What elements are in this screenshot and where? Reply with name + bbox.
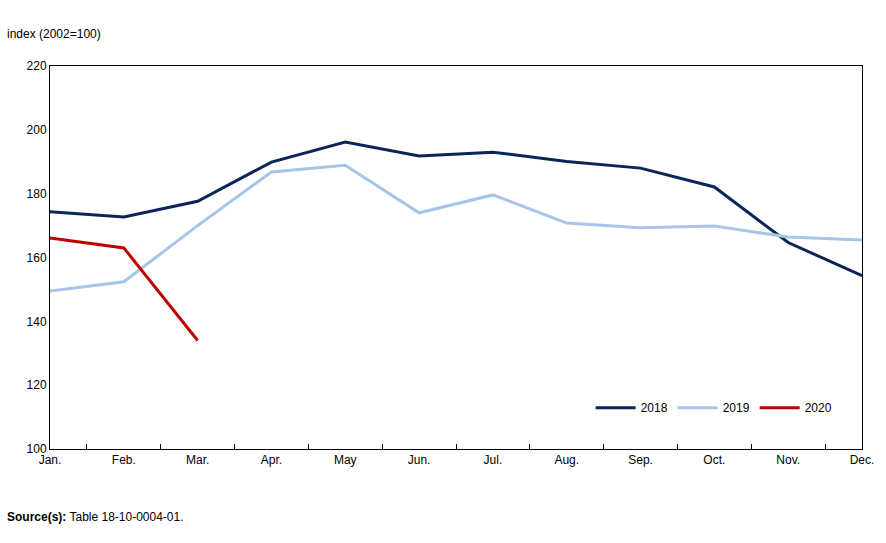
svg-text:120: 120 (27, 378, 47, 392)
svg-text:140: 140 (27, 315, 47, 329)
svg-text:Apr.: Apr. (261, 453, 282, 467)
svg-text:Jun.: Jun. (408, 453, 431, 467)
svg-text:Sep.: Sep. (628, 453, 653, 467)
svg-text:100: 100 (27, 442, 47, 456)
svg-text:200: 200 (27, 123, 47, 137)
svg-text:Aug.: Aug. (554, 453, 579, 467)
svg-text:160: 160 (27, 251, 47, 265)
svg-text:Dec.: Dec. (850, 453, 875, 467)
svg-text:2020: 2020 (805, 401, 832, 415)
svg-text:Jan.: Jan. (39, 453, 62, 467)
svg-text:Oct.: Oct. (703, 453, 725, 467)
svg-text:index (2002=100): index (2002=100) (7, 27, 101, 41)
svg-text:Feb.: Feb. (112, 453, 136, 467)
svg-text:Source(s): Table 18-10-0004-01: Source(s): Table 18-10-0004-01. (7, 510, 184, 524)
svg-text:2018: 2018 (641, 401, 668, 415)
svg-text:Mar.: Mar. (186, 453, 209, 467)
svg-text:Nov.: Nov. (776, 453, 800, 467)
svg-text:Jul.: Jul. (484, 453, 503, 467)
svg-text:May: May (334, 453, 357, 467)
svg-text:2019: 2019 (723, 401, 750, 415)
svg-text:180: 180 (27, 187, 47, 201)
svg-text:220: 220 (27, 59, 47, 73)
